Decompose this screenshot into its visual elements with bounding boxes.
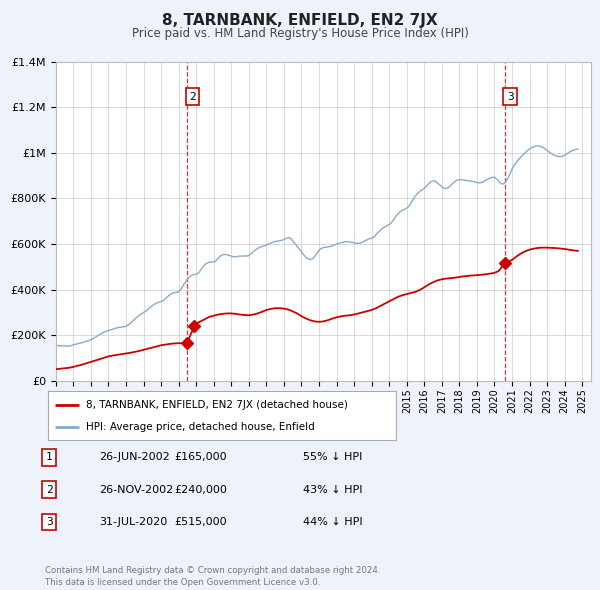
Text: £515,000: £515,000 <box>175 517 227 527</box>
Text: HPI: Average price, detached house, Enfield: HPI: Average price, detached house, Enfi… <box>86 422 315 432</box>
Text: 44% ↓ HPI: 44% ↓ HPI <box>303 517 362 527</box>
Text: 55% ↓ HPI: 55% ↓ HPI <box>303 453 362 462</box>
Text: 31-JUL-2020: 31-JUL-2020 <box>99 517 167 527</box>
Text: 26-JUN-2002: 26-JUN-2002 <box>99 453 170 462</box>
Text: Price paid vs. HM Land Registry's House Price Index (HPI): Price paid vs. HM Land Registry's House … <box>131 27 469 40</box>
Text: 2: 2 <box>189 91 196 101</box>
Text: 3: 3 <box>46 517 53 527</box>
Text: £165,000: £165,000 <box>175 453 227 462</box>
Text: 3: 3 <box>507 91 514 101</box>
Text: 1: 1 <box>46 453 53 462</box>
Text: Contains HM Land Registry data © Crown copyright and database right 2024.
This d: Contains HM Land Registry data © Crown c… <box>45 566 380 587</box>
Text: 8, TARNBANK, ENFIELD, EN2 7JX: 8, TARNBANK, ENFIELD, EN2 7JX <box>162 13 438 28</box>
Text: £240,000: £240,000 <box>175 485 227 494</box>
Text: 26-NOV-2002: 26-NOV-2002 <box>99 485 173 494</box>
Text: 43% ↓ HPI: 43% ↓ HPI <box>303 485 362 494</box>
Text: 8, TARNBANK, ENFIELD, EN2 7JX (detached house): 8, TARNBANK, ENFIELD, EN2 7JX (detached … <box>86 399 348 409</box>
Text: 2: 2 <box>46 485 53 494</box>
